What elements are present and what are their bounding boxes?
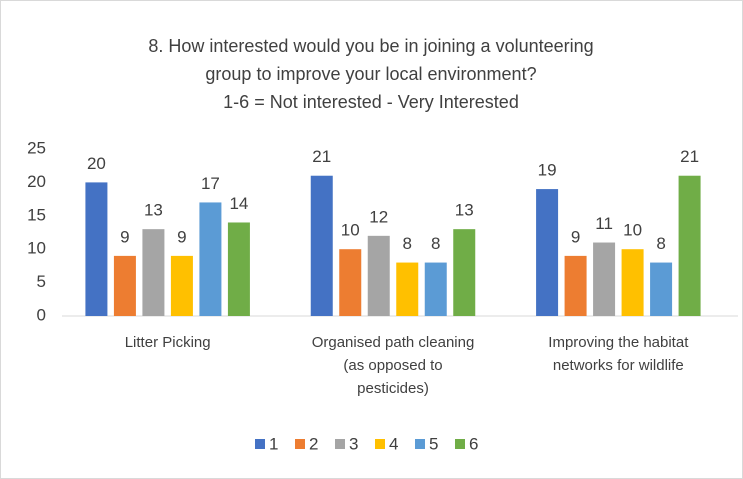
data-label: 19 <box>538 161 557 180</box>
bar <box>113 255 136 316</box>
data-label: 9 <box>177 227 186 246</box>
bar <box>199 202 222 316</box>
data-label: 9 <box>571 227 580 246</box>
bar <box>367 235 390 316</box>
data-label: 10 <box>623 221 642 240</box>
bar <box>621 249 644 316</box>
data-label: 12 <box>369 207 388 226</box>
x-tick-label: Litter Picking <box>125 334 211 351</box>
legend-label: 1 <box>269 434 278 453</box>
bar <box>536 189 559 316</box>
data-label: 9 <box>120 227 129 246</box>
data-label: 8 <box>656 234 665 253</box>
data-label: 20 <box>87 154 106 173</box>
data-label: 13 <box>455 201 474 220</box>
bar <box>339 249 362 316</box>
data-label: 11 <box>595 214 613 233</box>
y-tick-label: 20 <box>27 172 46 191</box>
data-label: 10 <box>341 221 360 240</box>
bar <box>170 255 193 316</box>
chart-title: 8. How interested would you be in joinin… <box>148 36 593 84</box>
bar <box>453 229 476 316</box>
data-label: 17 <box>201 174 220 193</box>
legend-swatch <box>295 439 305 449</box>
legend-swatch <box>455 439 465 449</box>
data-label: 21 <box>680 147 699 166</box>
bar <box>678 175 701 316</box>
legend-swatch <box>375 439 385 449</box>
bar <box>593 242 616 316</box>
bar <box>310 175 333 316</box>
legend-label: 4 <box>389 434 398 453</box>
bar <box>85 182 108 316</box>
data-label: 8 <box>431 234 440 253</box>
x-tick-label: Improving the habitat networks for wildli… <box>548 334 689 374</box>
y-tick-label: 10 <box>27 239 46 258</box>
y-tick-label: 5 <box>37 272 46 291</box>
legend-swatch <box>415 439 425 449</box>
bar <box>396 262 419 316</box>
y-tick-label: 15 <box>27 205 46 224</box>
data-label: 13 <box>144 201 163 220</box>
chart-subtitle: 1-6 = Not interested - Very Interested <box>223 92 519 112</box>
data-label: 8 <box>403 234 412 253</box>
x-tick-label: Organised path cleaning (as opposed to pes… <box>312 334 475 397</box>
bar <box>227 222 250 316</box>
legend-label: 5 <box>429 434 438 453</box>
data-label: 14 <box>229 194 248 213</box>
legend-swatch <box>335 439 345 449</box>
data-label: 21 <box>312 147 331 166</box>
y-tick-label: 0 <box>37 305 46 324</box>
bar <box>564 255 587 316</box>
legend-swatch <box>255 439 265 449</box>
bar <box>424 262 447 316</box>
bar <box>650 262 673 316</box>
y-tick-label: 25 <box>27 138 46 157</box>
legend-label: 2 <box>309 434 318 453</box>
bar <box>142 229 165 316</box>
legend-label: 6 <box>469 434 478 453</box>
legend-label: 3 <box>349 434 358 453</box>
